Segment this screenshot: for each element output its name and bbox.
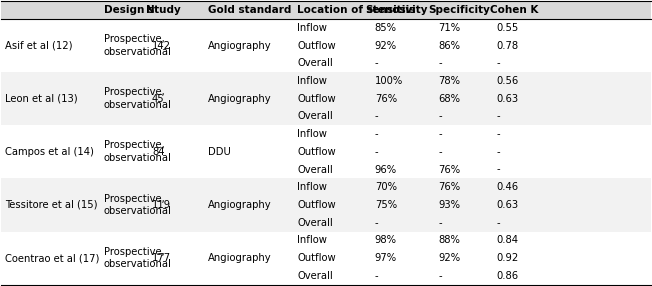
Text: 98%: 98% — [375, 235, 396, 245]
Text: -: - — [375, 271, 378, 281]
Text: -: - — [438, 218, 442, 228]
Text: 76%: 76% — [438, 164, 460, 174]
Text: Overall: Overall — [297, 271, 333, 281]
Text: DDU: DDU — [208, 147, 231, 157]
Text: Outflow: Outflow — [297, 147, 336, 157]
Text: Prospective,
observational: Prospective, observational — [104, 140, 172, 163]
Text: Coentrao et al (17): Coentrao et al (17) — [5, 253, 99, 263]
Text: Angiography: Angiography — [208, 253, 271, 263]
Text: N: N — [145, 5, 155, 15]
Text: 119: 119 — [152, 200, 171, 210]
Text: 68%: 68% — [438, 94, 460, 104]
Text: 92%: 92% — [438, 253, 460, 263]
Text: -: - — [438, 147, 442, 157]
Text: 0.56: 0.56 — [496, 76, 518, 86]
Text: Tessitore et al (15): Tessitore et al (15) — [5, 200, 97, 210]
Text: -: - — [375, 218, 378, 228]
Text: Angiography: Angiography — [208, 41, 271, 51]
Text: 93%: 93% — [438, 200, 460, 210]
Text: 0.63: 0.63 — [496, 200, 518, 210]
Text: -: - — [438, 58, 442, 68]
Text: -: - — [438, 129, 442, 139]
Text: Prospective,
observational: Prospective, observational — [104, 247, 172, 269]
Text: Sensitivity: Sensitivity — [365, 5, 428, 15]
Text: -: - — [375, 129, 378, 139]
Text: 142: 142 — [152, 41, 171, 51]
Text: -: - — [375, 147, 378, 157]
Text: -: - — [375, 58, 378, 68]
Text: Inflow: Inflow — [297, 182, 327, 192]
Text: 71%: 71% — [438, 23, 460, 33]
Text: 88%: 88% — [438, 235, 460, 245]
Text: Design study: Design study — [104, 5, 181, 15]
Text: Campos et al (14): Campos et al (14) — [5, 147, 93, 157]
Text: 0.78: 0.78 — [496, 41, 518, 51]
Text: Inflow: Inflow — [297, 76, 327, 86]
Text: Cohen K: Cohen K — [490, 5, 538, 15]
Text: Prospective,
observational: Prospective, observational — [104, 34, 172, 57]
Text: 97%: 97% — [375, 253, 397, 263]
Text: 177: 177 — [152, 253, 171, 263]
Text: Overall: Overall — [297, 58, 333, 68]
Text: Angiography: Angiography — [208, 94, 271, 104]
Text: Leon et al (13): Leon et al (13) — [5, 94, 77, 104]
Text: -: - — [496, 164, 499, 174]
Text: Overall: Overall — [297, 112, 333, 122]
Text: Outflow: Outflow — [297, 200, 336, 210]
Text: Prospective,
observational: Prospective, observational — [104, 194, 172, 216]
Text: 78%: 78% — [438, 76, 460, 86]
Text: 85%: 85% — [375, 23, 396, 33]
Text: 0.46: 0.46 — [496, 182, 518, 192]
Text: Specificity: Specificity — [428, 5, 490, 15]
Text: 92%: 92% — [375, 41, 397, 51]
Text: -: - — [438, 112, 442, 122]
Text: -: - — [375, 112, 378, 122]
Bar — [1, 178, 651, 231]
Bar — [1, 1, 651, 19]
Text: Gold standard: Gold standard — [208, 5, 291, 15]
Text: Inflow: Inflow — [297, 23, 327, 33]
Text: Outflow: Outflow — [297, 253, 336, 263]
Text: -: - — [438, 271, 442, 281]
Bar — [1, 72, 651, 125]
Text: 0.55: 0.55 — [496, 23, 518, 33]
Text: Outflow: Outflow — [297, 41, 336, 51]
Text: Inflow: Inflow — [297, 235, 327, 245]
Text: -: - — [496, 218, 499, 228]
Text: 100%: 100% — [375, 76, 403, 86]
Text: 0.63: 0.63 — [496, 94, 518, 104]
Text: 70%: 70% — [375, 182, 396, 192]
Text: Inflow: Inflow — [297, 129, 327, 139]
Text: -: - — [496, 129, 499, 139]
Text: 96%: 96% — [375, 164, 397, 174]
Text: Asif et al (12): Asif et al (12) — [5, 41, 72, 51]
Text: 45: 45 — [152, 94, 165, 104]
Text: -: - — [496, 58, 499, 68]
Text: 76%: 76% — [438, 182, 460, 192]
Text: 76%: 76% — [375, 94, 397, 104]
Text: Overall: Overall — [297, 164, 333, 174]
Text: 84: 84 — [152, 147, 164, 157]
Text: Location of stenosis: Location of stenosis — [297, 5, 416, 15]
Text: 75%: 75% — [375, 200, 397, 210]
Text: Outflow: Outflow — [297, 94, 336, 104]
Text: Overall: Overall — [297, 218, 333, 228]
Text: 0.84: 0.84 — [496, 235, 518, 245]
Text: Prospective,
observational: Prospective, observational — [104, 87, 172, 110]
Text: -: - — [496, 112, 499, 122]
Text: -: - — [496, 147, 499, 157]
Text: 0.86: 0.86 — [496, 271, 518, 281]
Text: 86%: 86% — [438, 41, 460, 51]
Text: 0.92: 0.92 — [496, 253, 518, 263]
Text: Angiography: Angiography — [208, 200, 271, 210]
